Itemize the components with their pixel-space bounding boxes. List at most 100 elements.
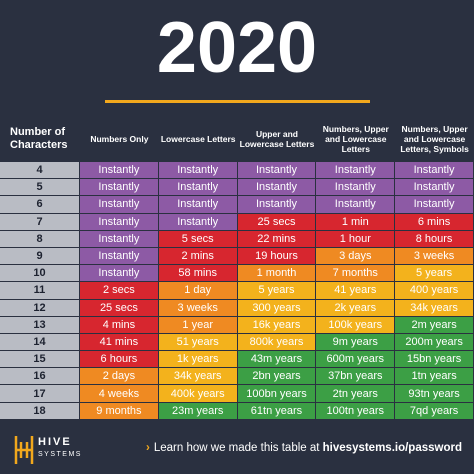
header-cell: Lowercase Letters bbox=[160, 134, 236, 144]
header-row: Number of Characters Numbers Only Lowercas… bbox=[0, 116, 474, 162]
time-cell: Instantly bbox=[80, 213, 159, 231]
time-cell: Instantly bbox=[80, 162, 159, 180]
logo-name: HIVE bbox=[38, 436, 72, 448]
time-cell: 9m years bbox=[316, 333, 396, 352]
table-row: 15 6 hours 1k years 43m years 600m years 15bn… bbox=[0, 351, 474, 369]
time-cell: 41 years bbox=[316, 282, 396, 300]
time-cell: 6 hours bbox=[80, 351, 159, 369]
table-row: 4 Instantly Instantly Instantly Instantly Ins… bbox=[0, 162, 474, 180]
length-cell: 7 bbox=[0, 213, 80, 231]
title: 2020 bbox=[156, 8, 318, 88]
time-cell: 9 months bbox=[80, 402, 159, 420]
time-cell: 3 weeks bbox=[395, 247, 474, 266]
length-cell: 4 bbox=[0, 162, 80, 180]
header-cell: Upper and Lowercase Letters bbox=[239, 129, 315, 149]
time-cell: Instantly bbox=[80, 230, 159, 248]
time-cell: 2 secs bbox=[80, 282, 159, 300]
divider bbox=[105, 100, 370, 103]
table-row: 18 9 months 23m years 61tn years 100tn years… bbox=[0, 402, 474, 420]
time-cell: 1 min bbox=[316, 213, 396, 231]
time-cell: 5 years bbox=[237, 282, 317, 300]
table-row: 7 Instantly Instantly 25 secs 1 min 6 mins bbox=[0, 213, 474, 231]
time-cell: 1tn years bbox=[395, 368, 474, 386]
time-cell: Instantly bbox=[237, 179, 317, 197]
time-cell: Instantly bbox=[316, 196, 396, 214]
length-cell: 17 bbox=[0, 385, 80, 403]
time-cell: 400k years bbox=[158, 385, 238, 403]
time-cell: 5 secs bbox=[158, 230, 238, 248]
time-cell: 400 years bbox=[395, 282, 474, 300]
time-cell: 1 month bbox=[237, 265, 317, 283]
time-cell: Instantly bbox=[80, 265, 159, 283]
footer-text: › Learn how we made this table at hivesys… bbox=[146, 442, 462, 454]
length-cell: 16 bbox=[0, 368, 80, 386]
time-cell: 8 hours bbox=[395, 230, 474, 248]
logo-icon bbox=[14, 436, 34, 464]
table-row: 12 25 secs 3 weeks 300 years 2k years 34k yea… bbox=[0, 299, 474, 317]
time-cell: Instantly bbox=[395, 162, 474, 180]
time-cell: 25 secs bbox=[80, 299, 159, 317]
length-cell: 15 bbox=[0, 351, 80, 369]
time-cell: 7qd years bbox=[395, 402, 474, 420]
time-cell: 100tn years bbox=[316, 402, 396, 420]
table-row: 16 2 days 34k years 2bn years 37bn years 1tn … bbox=[0, 368, 474, 386]
time-cell: 3 days bbox=[316, 247, 396, 266]
time-cell: 2k years bbox=[316, 299, 396, 317]
table-row: 14 41 mins 51 years 800k years 9m years 200m … bbox=[0, 333, 474, 352]
time-cell: 800k years bbox=[237, 333, 317, 352]
time-cell: 4 mins bbox=[80, 316, 159, 334]
time-cell: Instantly bbox=[158, 179, 238, 197]
time-cell: 2 days bbox=[80, 368, 159, 386]
header-cell: Numbers Only bbox=[90, 134, 149, 144]
table-row: 9 Instantly 2 mins 19 hours 3 days 3 weeks bbox=[0, 247, 474, 266]
time-cell: 1 year bbox=[158, 316, 238, 334]
time-cell: 2 mins bbox=[158, 247, 238, 266]
time-cell: Instantly bbox=[316, 162, 396, 180]
time-cell: 41 mins bbox=[80, 333, 159, 352]
length-cell: 18 bbox=[0, 402, 80, 420]
time-cell: Instantly bbox=[80, 196, 159, 214]
time-cell: Instantly bbox=[80, 179, 159, 197]
header-cell: Numbers, Upper and Lowercase Letters, Sy… bbox=[400, 124, 469, 154]
time-cell: 100k years bbox=[316, 316, 396, 334]
table: Number of Characters Numbers Only Lowercas… bbox=[0, 116, 474, 420]
time-cell: 3 weeks bbox=[158, 299, 238, 317]
time-cell: 2m years bbox=[395, 316, 474, 334]
footer-link[interactable]: hivesystems.io/password bbox=[322, 442, 462, 454]
time-cell: 2bn years bbox=[237, 368, 317, 386]
time-cell: Instantly bbox=[237, 162, 317, 180]
time-cell: 1 hour bbox=[316, 230, 396, 248]
time-cell: 93tn years bbox=[395, 385, 474, 403]
time-cell: 7 months bbox=[316, 265, 396, 283]
time-cell: Instantly bbox=[158, 213, 238, 231]
time-cell: 2tn years bbox=[316, 385, 396, 403]
time-cell: 51 years bbox=[158, 333, 238, 352]
footer: HIVE SYSTEMS › Learn how we made this tab… bbox=[0, 426, 474, 474]
time-cell: Instantly bbox=[395, 179, 474, 197]
table-row: 8 Instantly 5 secs 22 mins 1 hour 8 hours bbox=[0, 230, 474, 248]
time-cell: Instantly bbox=[316, 179, 396, 197]
time-cell: 22 mins bbox=[237, 230, 317, 248]
length-cell: 12 bbox=[0, 299, 80, 317]
time-cell: Instantly bbox=[80, 247, 159, 266]
time-cell: 1k years bbox=[158, 351, 238, 369]
length-cell: 6 bbox=[0, 196, 80, 214]
table-row: 13 4 mins 1 year 16k years 100k years 2m year… bbox=[0, 316, 474, 334]
length-cell: 9 bbox=[0, 247, 80, 266]
time-cell: 5 years bbox=[395, 265, 474, 283]
table-row: 17 4 weeks 400k years 100bn years 2tn years 9… bbox=[0, 385, 474, 403]
length-cell: 14 bbox=[0, 333, 80, 352]
time-cell: Instantly bbox=[237, 196, 317, 214]
length-cell: 5 bbox=[0, 179, 80, 197]
time-cell: 200m years bbox=[395, 333, 474, 352]
time-cell: Instantly bbox=[158, 162, 238, 180]
footer-label: Learn how we made this table at bbox=[153, 442, 323, 454]
table-row: 5 Instantly Instantly Instantly Instantly Ins… bbox=[0, 179, 474, 197]
length-cell: 8 bbox=[0, 230, 80, 248]
time-cell: 4 weeks bbox=[80, 385, 159, 403]
length-cell: 10 bbox=[0, 265, 80, 283]
time-cell: 19 hours bbox=[237, 247, 317, 266]
time-cell: 100bn years bbox=[237, 385, 317, 403]
table-row: 6 Instantly Instantly Instantly Instantly Ins… bbox=[0, 196, 474, 214]
